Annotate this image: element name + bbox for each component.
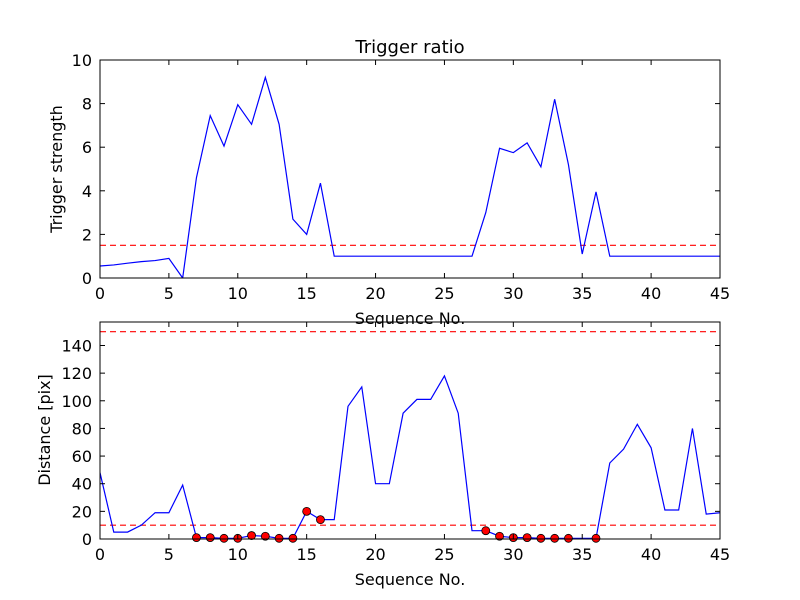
data-point-marker [260,531,270,541]
x-tick-label: 15 [296,284,316,303]
subplot-distance: 0 5 10 15 20 25 30 35 40 45 0 20 40 60 80 100 120 140 Seq… [35,321,730,589]
data-point-marker [302,506,312,516]
data-point-marker [288,533,298,543]
x-tick-label: 20 [365,545,385,564]
x-tick-label: 40 [641,284,661,303]
data-point-marker [495,531,504,541]
x-tick-label: 5 [164,545,174,564]
y-tick-label: 2 [82,225,92,244]
data-point-marker [481,526,491,536]
data-point-marker [536,533,546,543]
data-point-marker [316,515,325,525]
data-point-marker [274,533,284,543]
x-tick-label: 10 [228,284,248,303]
marker-series-distance [192,506,601,543]
y-tick-label: 10 [72,51,92,70]
data-point-marker [591,533,601,543]
y-tick-label: 0 [82,530,92,549]
x-tick-label: 25 [434,545,454,564]
x-tick-label: 35 [572,545,592,564]
x-tick-label: 30 [503,284,523,303]
y-tick-label: 4 [82,182,92,201]
x-tick-label: 45 [710,284,730,303]
axes-frame-distance [99,321,721,540]
y-axis-label-distance: Distance [pix] [35,374,54,486]
axes-frame-trigger [99,59,721,279]
x-tick-label: 5 [164,284,174,303]
data-point-marker [219,533,229,543]
x-tick-label: 25 [434,284,454,303]
y-tick-label: 140 [61,336,92,355]
plot-area-distance [100,331,720,543]
chart-title: Trigger ratio [354,37,464,58]
x-axis-label-distance: Sequence No. [355,570,466,589]
x-tick-label: 30 [503,545,523,564]
x-tick-label: 0 [95,284,105,303]
y-tick-label: 0 [82,269,92,288]
series-line-distance [100,374,720,539]
data-point-marker [550,533,560,543]
data-point-marker [205,533,215,543]
ticks-trigger: 0 5 10 15 20 25 30 35 40 45 0 2 4 6 8 10 [72,51,731,303]
y-tick-label: 100 [61,392,92,411]
x-tick-label: 20 [365,284,385,303]
x-tick-label: 0 [95,545,105,564]
x-tick-label: 35 [572,284,592,303]
y-axis-label-trigger: Trigger strength [47,105,66,234]
plot-area-trigger [100,75,720,278]
x-tick-label: 15 [296,545,316,564]
y-tick-label: 8 [82,95,92,114]
y-tick-label: 80 [72,419,92,438]
x-axis-label-trigger: Sequence No. [355,309,466,328]
y-tick-label: 40 [72,475,92,494]
y-tick-label: 60 [72,447,92,466]
y-tick-label: 20 [72,502,92,521]
data-point-marker [247,531,256,540]
data-point-marker [522,533,532,543]
data-point-marker [564,533,573,543]
y-tick-label: 120 [61,364,92,383]
series-line-trigger [100,75,720,278]
ticks-distance: 0 5 10 15 20 25 30 35 40 45 0 20 40 60 80 100 120 140 [61,322,730,564]
y-tick-label: 6 [82,138,92,157]
x-tick-label: 45 [710,545,730,564]
data-point-marker [192,533,201,543]
x-tick-label: 10 [228,545,248,564]
x-tick-label: 40 [641,545,661,564]
